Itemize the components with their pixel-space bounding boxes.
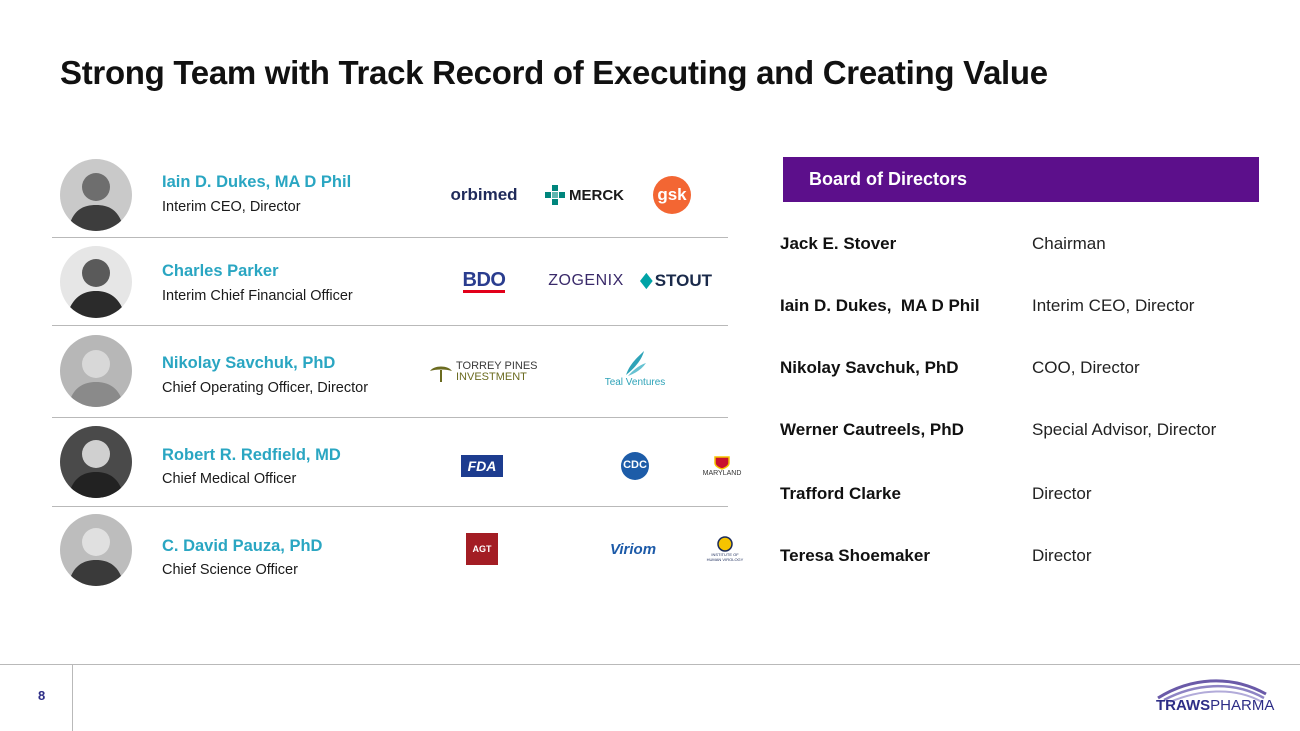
footer-divider bbox=[0, 664, 1300, 665]
traws-swoosh-icon bbox=[1157, 679, 1267, 703]
board-member-title: Director bbox=[1032, 546, 1092, 565]
board-member-name: Teresa Shoemaker bbox=[780, 546, 930, 565]
gsk-logo: gsk bbox=[650, 175, 694, 215]
board-member-name: Nikolay Savchuk, PhD bbox=[780, 358, 959, 377]
team-member-row: Robert R. Redfield, MD Chief Medical Off… bbox=[52, 418, 741, 507]
agt-logo: AGT bbox=[466, 533, 498, 565]
traws-pharma-logo: TRAWSPHARMA bbox=[1156, 697, 1274, 714]
member-name: Iain D. Dukes, MA D Phil bbox=[162, 173, 352, 191]
torrey-pines-logo: TORREY PINES INVESTMENT bbox=[428, 358, 540, 386]
avatar bbox=[60, 426, 132, 498]
avatar bbox=[60, 335, 132, 407]
member-role: Interim CEO, Director bbox=[162, 199, 301, 215]
board-member-row: Jack E. Stover Chairman bbox=[780, 234, 1280, 258]
board-heading: Board of Directors bbox=[809, 169, 968, 189]
avatar bbox=[60, 159, 132, 231]
merck-mark-icon bbox=[545, 185, 565, 205]
team-member-row: Iain D. Dukes, MA D Phil Interim CEO, Di… bbox=[52, 150, 728, 238]
orbimed-logo: orbimed bbox=[450, 185, 518, 204]
board-member-name: Jack E. Stover bbox=[780, 234, 897, 253]
member-role: Chief Medical Officer bbox=[162, 471, 297, 487]
footer-vertical-divider bbox=[72, 664, 73, 731]
maryland-logo: MARYLAND bbox=[696, 451, 748, 481]
brand-name-bold: TRAWS bbox=[1156, 697, 1211, 714]
member-role: Chief Operating Officer, Director bbox=[162, 380, 369, 396]
page-number: 8 bbox=[38, 688, 46, 703]
board-member-name: Werner Cautreels, PhD bbox=[780, 420, 964, 439]
team-list: Iain D. Dukes, MA D Phil Interim CEO, Di… bbox=[52, 150, 743, 595]
board-member-title: COO, Director bbox=[1032, 358, 1140, 377]
board-member-row: Nikolay Savchuk, PhD COO, Director bbox=[780, 358, 1280, 382]
member-name: Nikolay Savchuk, PhD bbox=[162, 354, 336, 372]
board-member-title: Director bbox=[1032, 484, 1092, 503]
institute-human-virology-logo: INSTITUTE OF HUMAN VIROLOGY bbox=[704, 532, 746, 566]
board-member-title: Chairman bbox=[1032, 234, 1106, 253]
board-member-row: Iain D. Dukes, MA D Phil Interim CEO, Di… bbox=[780, 296, 1280, 320]
teal-waves-icon bbox=[626, 350, 646, 376]
star-emblem-icon bbox=[717, 536, 733, 552]
merck-logo: MERCK bbox=[544, 183, 624, 207]
board-member-row: Werner Cautreels, PhD Special Advisor, D… bbox=[780, 420, 1280, 444]
tree-icon bbox=[430, 366, 452, 382]
board-member-title: Interim CEO, Director bbox=[1032, 296, 1195, 315]
viriom-logo: Viriom bbox=[609, 540, 657, 558]
stout-logo: STOUT bbox=[640, 268, 712, 294]
board-member-name: Trafford Clarke bbox=[780, 484, 901, 503]
shield-icon bbox=[714, 455, 730, 470]
member-name: Charles Parker bbox=[162, 262, 279, 280]
teal-ventures-logo: Teal Ventures bbox=[602, 342, 668, 394]
team-member-row: Charles Parker Interim Chief Financial O… bbox=[52, 238, 728, 326]
avatar bbox=[60, 514, 132, 586]
board-member-row: Teresa Shoemaker Director bbox=[780, 546, 1280, 570]
team-member-row: Nikolay Savchuk, PhD Chief Operating Off… bbox=[52, 326, 728, 418]
member-name: Robert R. Redfield, MD bbox=[162, 446, 341, 464]
team-member-row: C. David Pauza, PhD Chief Science Office… bbox=[52, 507, 743, 595]
zogenix-logo: ZOGENIX bbox=[548, 272, 624, 289]
avatar bbox=[60, 246, 132, 318]
brand-name-light: PHARMA bbox=[1210, 697, 1275, 714]
board-member-title: Special Advisor, Director bbox=[1032, 420, 1217, 439]
board-member-name: Iain D. Dukes, MA D Phil bbox=[780, 296, 980, 315]
member-role: Chief Science Officer bbox=[162, 562, 298, 578]
slide-title: Strong Team with Track Record of Executi… bbox=[60, 54, 1048, 91]
board-member-row: Trafford Clarke Director bbox=[780, 484, 1280, 508]
board-header: Board of Directors bbox=[783, 157, 1259, 202]
member-role: Interim Chief Financial Officer bbox=[162, 288, 353, 304]
stout-mark-icon bbox=[640, 272, 653, 290]
cdc-logo: CDC bbox=[619, 451, 651, 481]
member-name: C. David Pauza, PhD bbox=[162, 537, 323, 555]
bdo-logo: BDO bbox=[462, 268, 506, 293]
fda-logo: FDA bbox=[461, 455, 503, 477]
